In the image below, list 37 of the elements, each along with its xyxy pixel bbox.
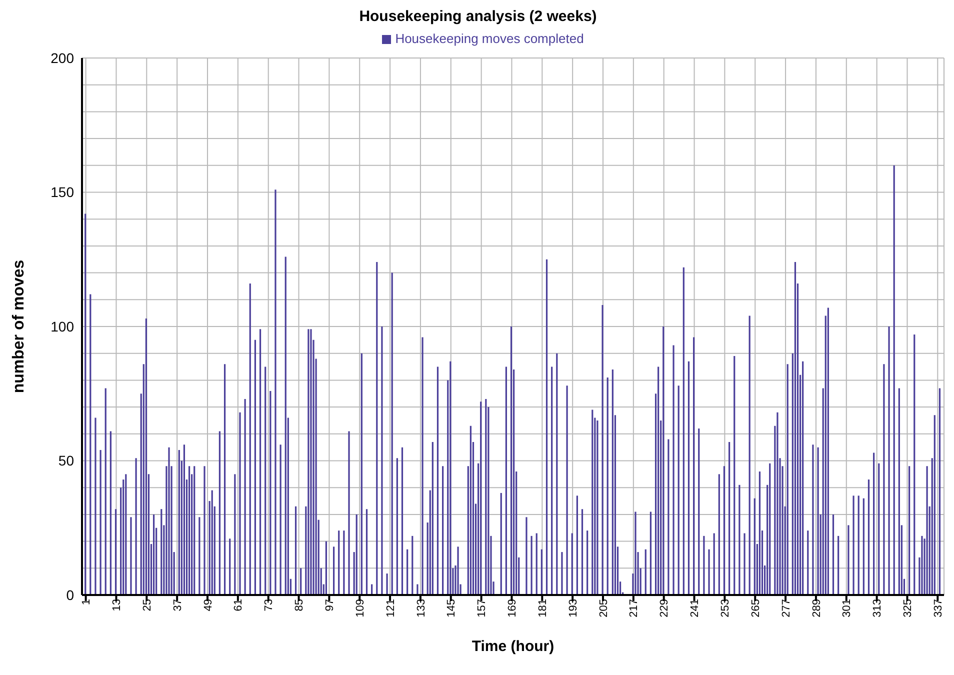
x-tick-label: 265 <box>750 599 762 618</box>
x-tick-label: 97 <box>324 599 336 612</box>
x-tick-label: 277 <box>780 599 792 618</box>
x-tick-label: 157 <box>476 599 488 618</box>
x-tick-label: 73 <box>263 599 276 612</box>
x-tick-label: 25 <box>141 599 154 612</box>
legend-label: Housekeeping moves completed <box>395 31 584 46</box>
y-tick-label: 0 <box>66 586 74 603</box>
y-tick-label: 150 <box>50 184 74 200</box>
x-tick-label: 145 <box>446 599 458 618</box>
x-tick-label: 61 <box>232 599 245 612</box>
y-tick-label: 50 <box>58 452 74 469</box>
x-tick-label: 337 <box>932 599 944 618</box>
x-tick-label: 85 <box>294 599 306 612</box>
x-tick-label: 313 <box>872 599 884 618</box>
x-tick-label: 109 <box>354 599 366 618</box>
x-tick-label: 289 <box>810 599 823 618</box>
y-tick-label: 100 <box>50 318 74 334</box>
chart-title: Housekeeping analysis (2 weeks) <box>358 8 598 25</box>
x-tick-label: 301 <box>841 599 854 618</box>
x-axis-title: Time (hour) <box>472 638 554 655</box>
x-tick-label: 205 <box>598 599 610 618</box>
y-axis-title: number of moves <box>10 260 28 394</box>
x-tick-label: 133 <box>415 599 428 618</box>
x-tick-label: 325 <box>902 599 914 618</box>
x-tick-label: 241 <box>689 599 702 618</box>
x-tick-label: 169 <box>506 599 519 618</box>
x-tick-label: 193 <box>567 599 580 618</box>
x-tick-label: 13 <box>111 599 124 612</box>
x-tick-label: 253 <box>720 599 732 618</box>
x-tick-label: 121 <box>384 599 397 618</box>
x-tick-label: 217 <box>628 599 640 618</box>
y-tick-label: 200 <box>50 50 74 66</box>
x-tick-label: 37 <box>172 599 184 612</box>
x-tick-label: 181 <box>536 599 549 618</box>
x-tick-label: 229 <box>658 599 671 618</box>
x-tick-label: 1 <box>80 599 93 606</box>
